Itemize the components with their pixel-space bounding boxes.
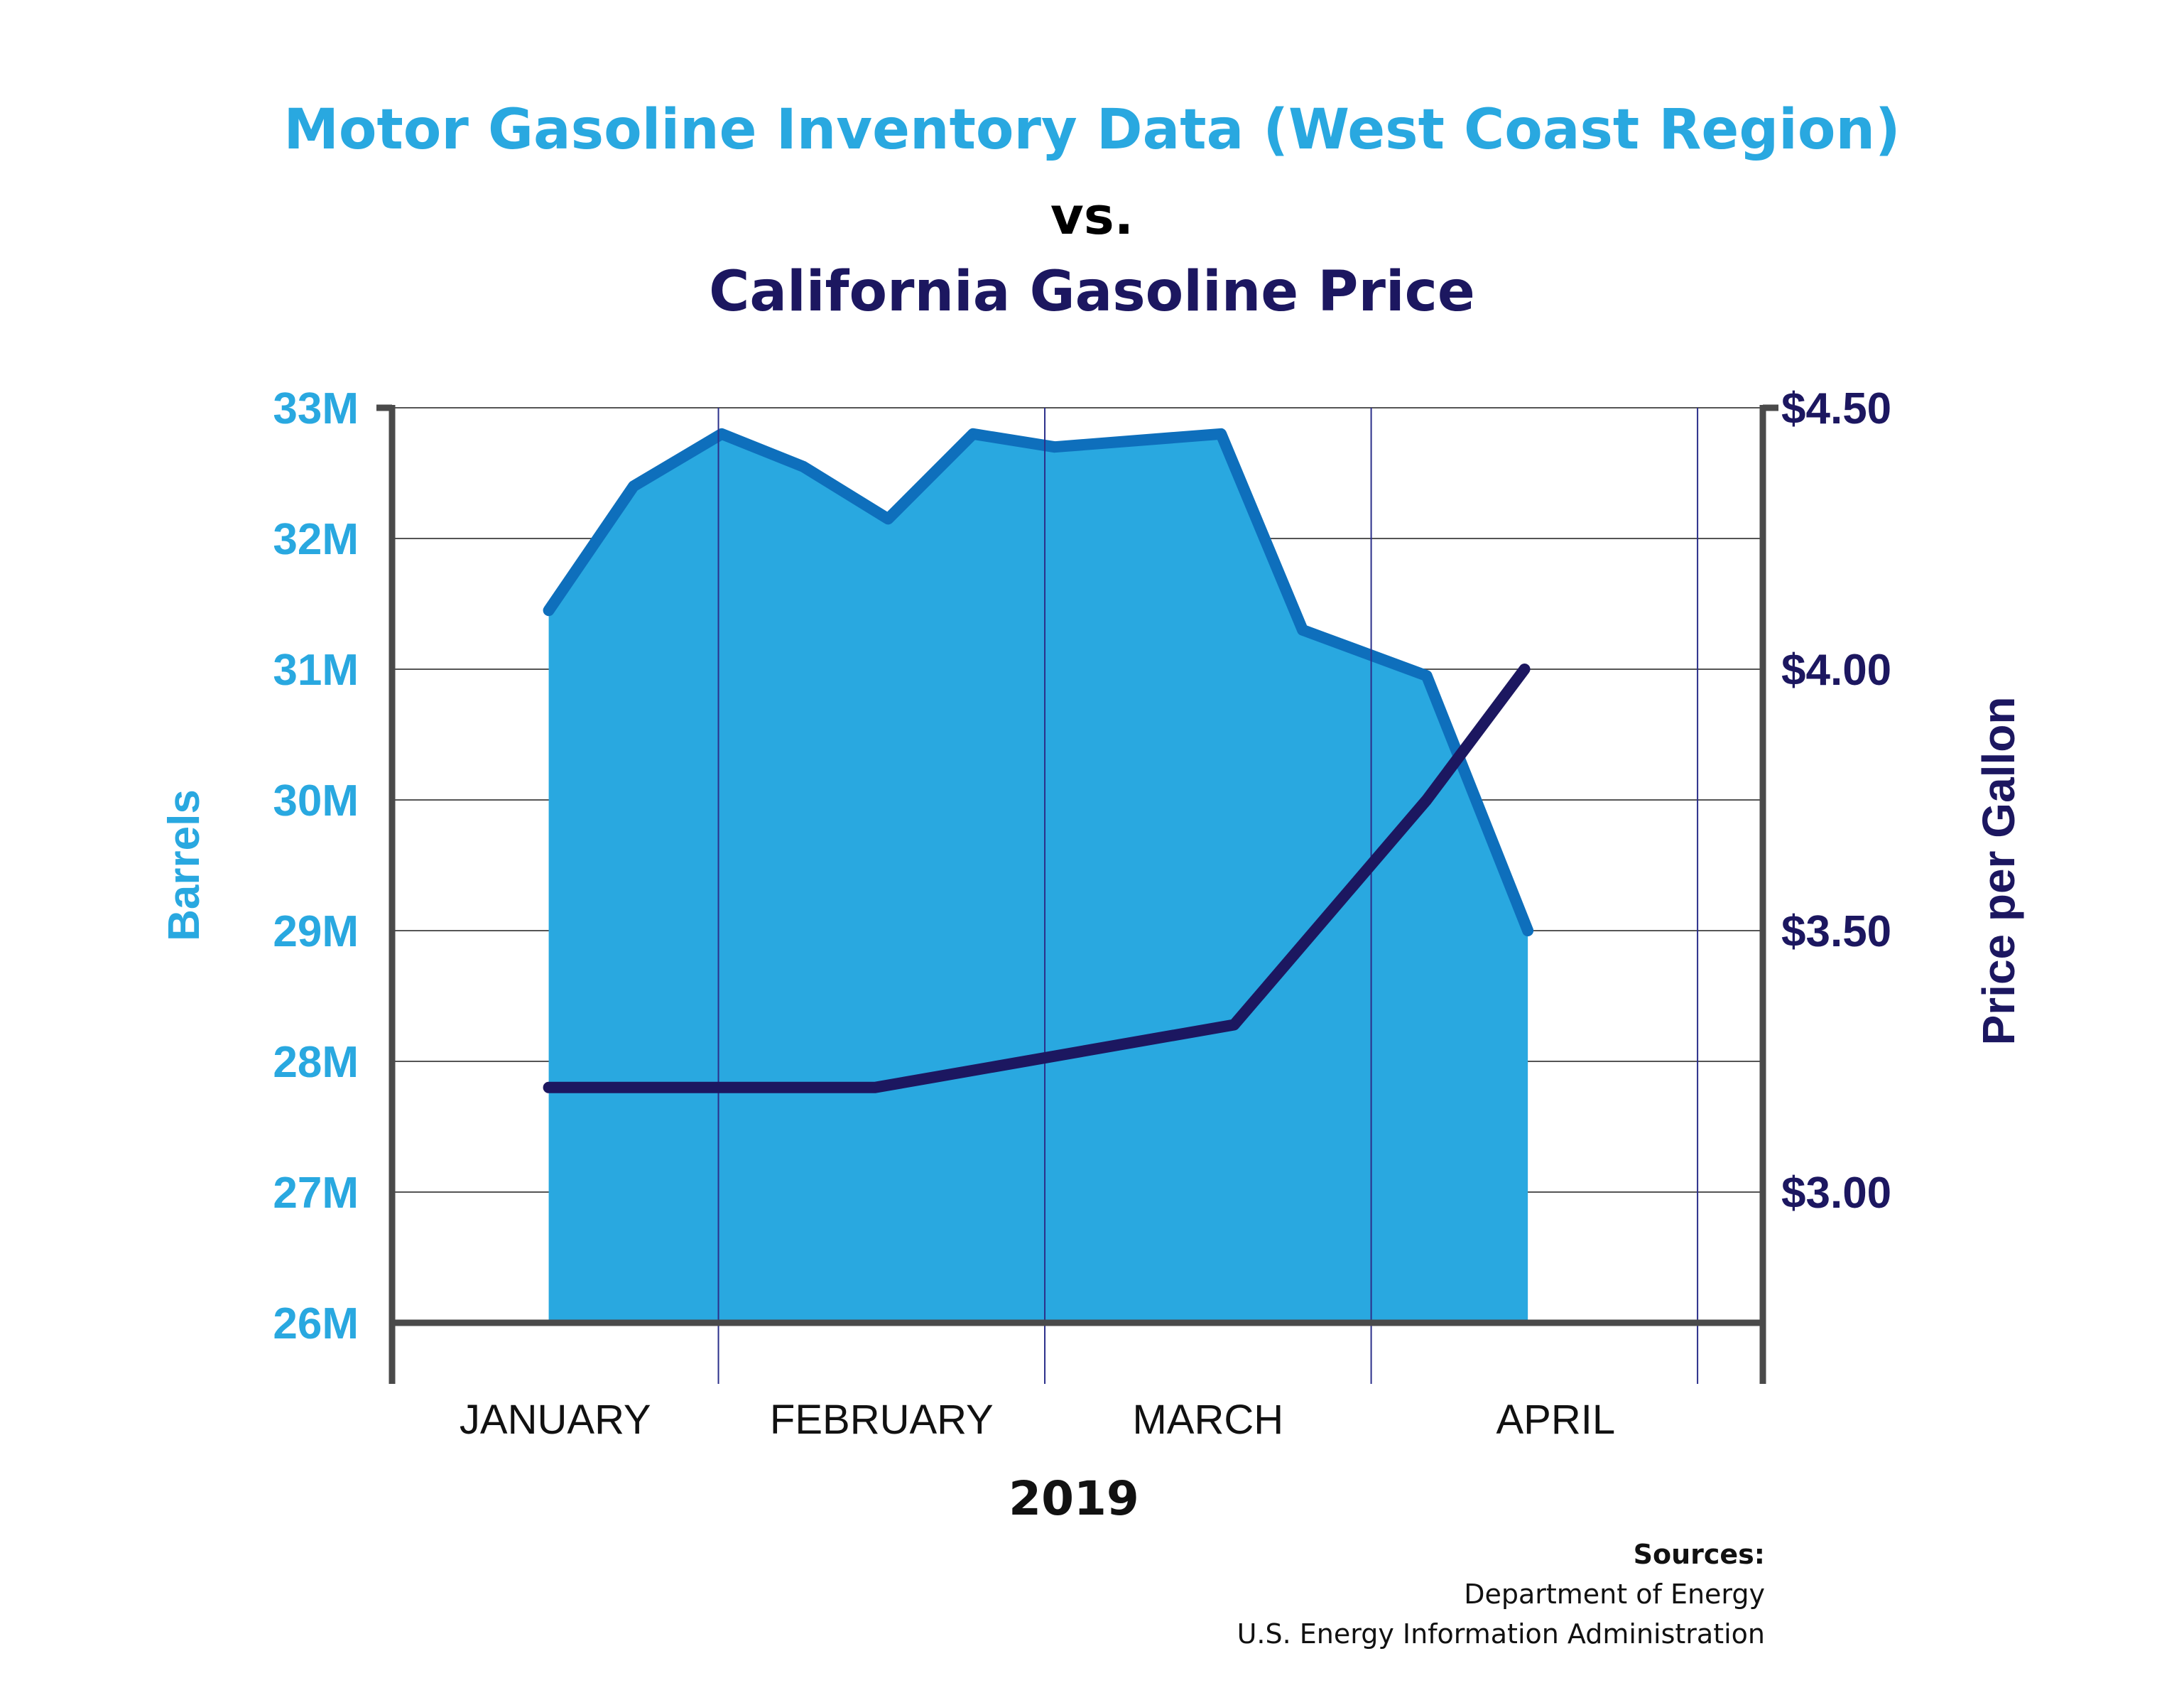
left-axis-tick-label: 27M [273, 1169, 359, 1218]
inventory-point [1220, 433, 1222, 435]
inventory-point [721, 433, 723, 435]
source-item: Department of Energy [1464, 1579, 1765, 1610]
x-axis-category-label: APRIL [1496, 1397, 1616, 1443]
sources-block: Sources: Department of Energy U.S. Energ… [1237, 1534, 1765, 1654]
price-line-layer [543, 664, 1531, 1093]
right-axis-tick-label: $4.50 [1781, 384, 1891, 433]
chart-title-vs: vs. [1050, 186, 1134, 246]
price-point [874, 1086, 876, 1088]
left-axis-tick-label: 29M [273, 907, 359, 956]
left-axis-tick-label: 31M [273, 646, 359, 695]
inventory-point [1527, 930, 1529, 931]
inventory-area-layer [543, 428, 1534, 1323]
price-point [1523, 669, 1526, 670]
axes [376, 404, 1778, 1384]
inventory-point [1302, 629, 1304, 631]
inventory-point [887, 518, 889, 520]
price-point [548, 1086, 550, 1088]
x-axis-category-label: MARCH [1132, 1397, 1283, 1443]
inventory-area [548, 433, 1528, 1323]
chart-subtitle: California Gasoline Price [709, 260, 1475, 324]
inventory-point [1425, 675, 1428, 677]
sources-heading: Sources: [1633, 1539, 1765, 1570]
month-gridlines [717, 408, 1699, 1384]
inventory-point [1053, 446, 1055, 448]
inventory-point [548, 610, 550, 612]
x-axis-category-label: JANUARY [460, 1397, 651, 1443]
right-axis-tick-label: $3.00 [1781, 1169, 1891, 1218]
left-axis-tick-label: 26M [273, 1299, 359, 1348]
price-point [1233, 1024, 1235, 1026]
left-axis-tick-label: 30M [273, 776, 359, 826]
chart-title: Motor Gasoline Inventory Data (West Coas… [283, 98, 1901, 162]
left-axis-tick-label: 32M [273, 515, 359, 564]
right-axis-tick-label: $4.00 [1781, 646, 1891, 695]
axis-labels: 26M 27M 28M 29M 30M 31M 32M 33M $3.00 $3.50 $4.00 $… [160, 384, 2024, 1526]
inventory-point [972, 433, 974, 435]
inventory-point [633, 485, 635, 487]
x-axis-category-label: FEBRUARY [770, 1397, 994, 1443]
left-axis-tick-label: 28M [273, 1038, 359, 1087]
source-item: U.S. Energy Information Administration [1237, 1618, 1765, 1650]
left-axis-title: Barrels [160, 789, 209, 941]
right-axis-tick-label: $3.50 [1781, 907, 1891, 956]
left-axis-tick-label: 33M [273, 384, 359, 433]
right-axis-title: Price per Gallon [1973, 697, 2024, 1046]
x-axis-title: 2019 [1009, 1471, 1139, 1526]
price-point [1425, 799, 1428, 801]
inventory-point [803, 465, 804, 467]
